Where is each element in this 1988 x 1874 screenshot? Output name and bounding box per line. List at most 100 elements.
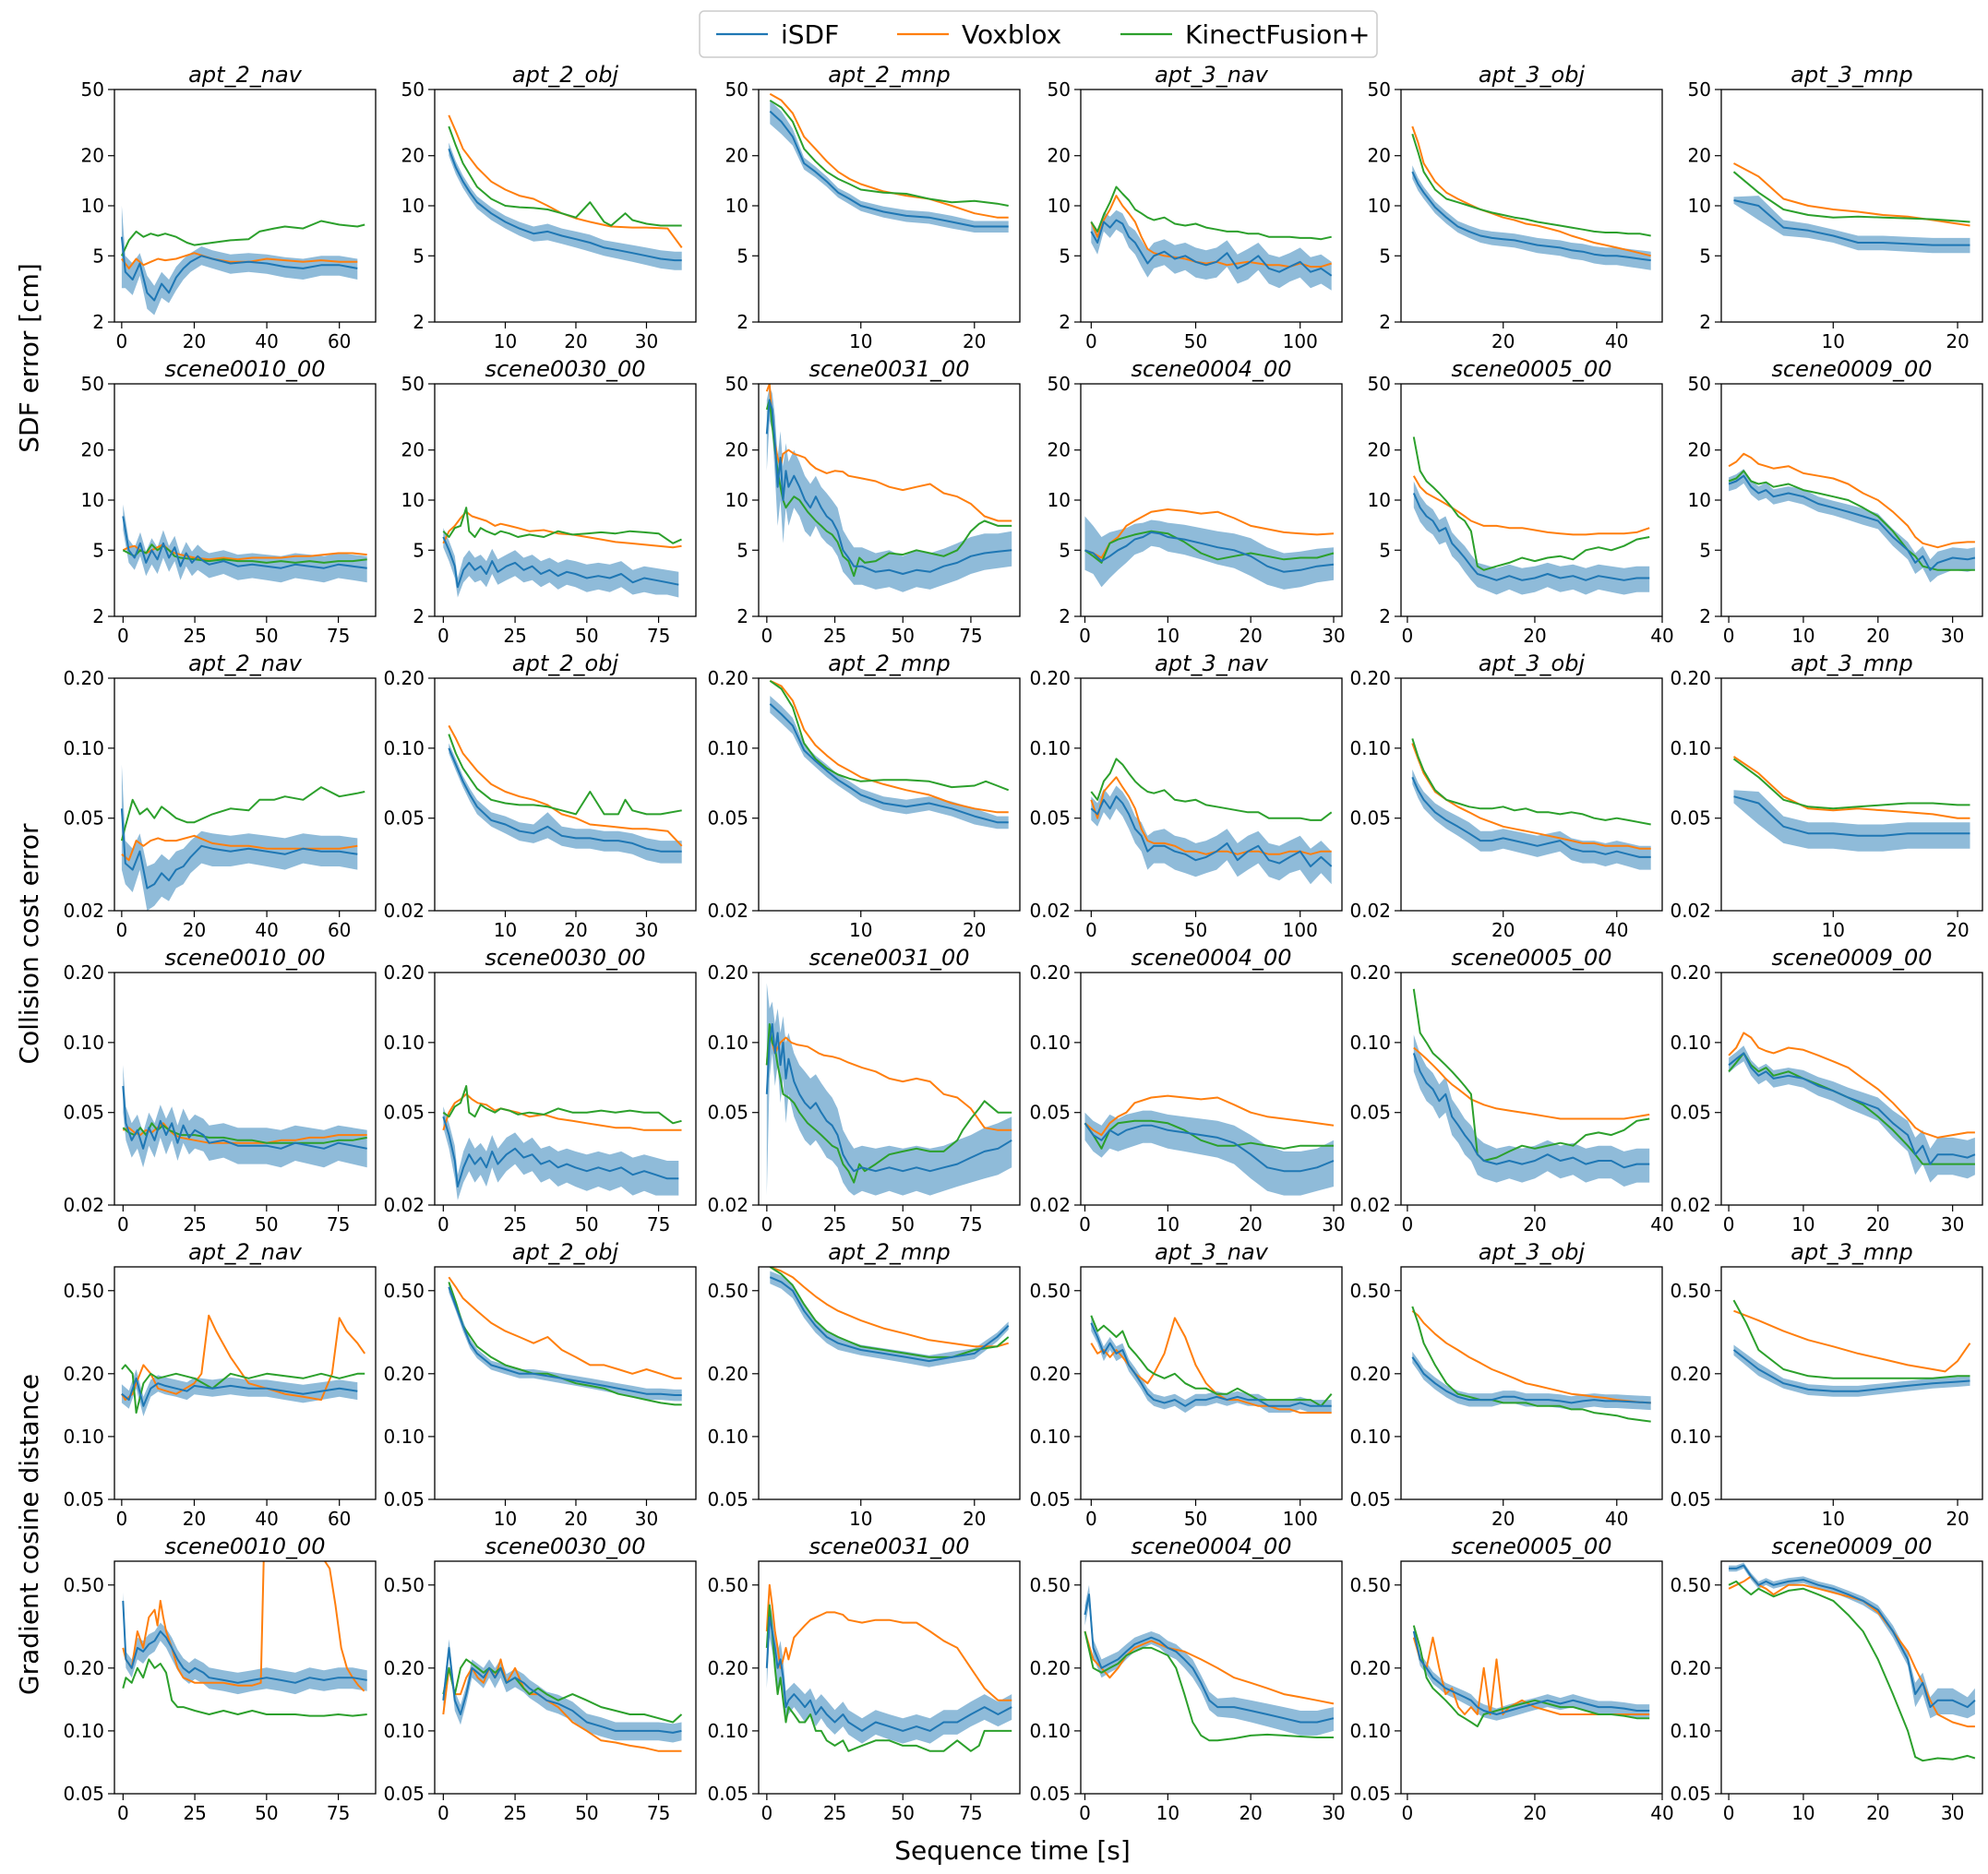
series-line-voxblox xyxy=(1412,475,1650,536)
y-tick-label: 0.50 xyxy=(1349,1280,1391,1302)
y-tick-label: 0.20 xyxy=(1349,1363,1391,1385)
plot-area xyxy=(122,1065,367,1168)
x-tick-label: 0 xyxy=(1085,919,1097,941)
panel-sdf-error-cm--apt-2-nav: apt_2_nav 2 5 10 20 50 0 20 40 60 xyxy=(81,62,377,352)
axes-frame xyxy=(1400,1560,1663,1795)
x-tick-label: 10 xyxy=(1156,625,1180,647)
axes-frame xyxy=(434,1560,697,1795)
series-line-isdf xyxy=(1090,1322,1332,1407)
series-band-isdf xyxy=(121,206,358,316)
x-tick-label: 0 xyxy=(1723,625,1735,647)
series-line-isdf xyxy=(1411,776,1651,858)
axes-frame xyxy=(1720,1560,1983,1795)
x-tick-label: 20 xyxy=(564,330,587,352)
y-tick-label: 0.05 xyxy=(63,807,104,830)
series-line-voxblox xyxy=(769,679,1009,814)
series-line-isdf xyxy=(1090,795,1333,867)
plot-area xyxy=(121,1314,366,1416)
panel-title: scene0009_00 xyxy=(1771,1534,1932,1559)
x-tick-label: 50 xyxy=(1184,1508,1207,1530)
plot-area xyxy=(1084,1584,1335,1742)
y-tick-label: 10 xyxy=(725,489,748,511)
y-tick-label: 20 xyxy=(725,145,748,167)
panel-title: apt_2_nav xyxy=(188,651,303,676)
plot-area xyxy=(1728,1562,1976,1762)
y-tick-label: 0.05 xyxy=(1670,1488,1711,1510)
y-tick-label: 2 xyxy=(737,605,748,627)
y-tick-label: 20 xyxy=(1048,439,1071,461)
series-line-kinectfusion- xyxy=(1412,436,1650,571)
axes-frame xyxy=(434,677,697,912)
y-tick-label: 50 xyxy=(81,373,104,395)
series-line-isdf xyxy=(1411,1356,1651,1404)
panel-title: apt_3_obj xyxy=(1479,1239,1586,1265)
series-line-voxblox xyxy=(1728,452,1975,549)
x-tick-label: 50 xyxy=(575,1802,598,1824)
y-tick-label: 50 xyxy=(1048,373,1071,395)
y-tick-label: 0.20 xyxy=(1349,667,1391,689)
y-tick-label: 0.20 xyxy=(1349,961,1391,984)
x-tick-label: 0 xyxy=(437,1213,449,1235)
y-tick-label: 0.20 xyxy=(63,667,104,689)
series-line-kinectfusion- xyxy=(1411,1306,1651,1423)
plot-area xyxy=(1411,1306,1651,1423)
x-tick-label: 10 xyxy=(849,919,872,941)
x-tick-label: 50 xyxy=(575,1213,598,1235)
x-tick-label: 0 xyxy=(760,1213,772,1235)
panel-title: scene0005_00 xyxy=(1451,356,1611,382)
series-line-isdf xyxy=(1084,1122,1335,1173)
y-tick-label: 0.10 xyxy=(1349,1720,1391,1742)
series-line-voxblox xyxy=(1733,162,1970,227)
x-tick-label: 20 xyxy=(963,1508,986,1530)
x-tick-label: 10 xyxy=(1156,1213,1180,1235)
y-tick-label: 0.02 xyxy=(383,1194,425,1216)
y-tick-label: 0.20 xyxy=(707,961,748,984)
x-tick-label: 0 xyxy=(1085,330,1097,352)
x-tick-label: 100 xyxy=(1283,1508,1318,1530)
series-line-isdf xyxy=(120,808,358,889)
series-line-isdf xyxy=(1733,199,1970,246)
y-tick-label: 50 xyxy=(1688,373,1711,395)
y-tick-label: 0.02 xyxy=(63,1194,104,1216)
axes-frame xyxy=(114,1560,377,1795)
x-tick-label: 40 xyxy=(1605,330,1628,352)
axes-frame xyxy=(114,972,377,1206)
y-tick-label: 0.20 xyxy=(383,1657,425,1679)
panel-gradient-cosine-distance-apt-2-obj: apt_2_obj 0.05 0.10 0.20 0.50 10 20 30 xyxy=(383,1239,697,1530)
y-tick-label: 0.10 xyxy=(1029,1426,1071,1448)
series-line-voxblox xyxy=(1090,195,1333,269)
y-tick-label: 0.05 xyxy=(707,1783,748,1805)
series-line-kinectfusion- xyxy=(1090,185,1332,241)
x-tick-label: 0 xyxy=(1079,625,1091,647)
x-tick-label: 20 xyxy=(1866,1213,1889,1235)
y-tick-label: 0.05 xyxy=(63,1488,104,1510)
plot-area xyxy=(1411,738,1651,870)
y-tick-label: 10 xyxy=(1368,489,1391,511)
panel-collision-cost-error-scene0010-00: scene0010_00 0.02 0.05 0.10 0.20 0 25 50 75 xyxy=(63,945,377,1235)
series-line-kinectfusion- xyxy=(442,1658,683,1724)
panel-title: apt_2_obj xyxy=(512,62,619,88)
axes-frame xyxy=(1720,1266,1983,1500)
series-line-isdf xyxy=(1728,1052,1976,1165)
y-tick-label: 0.10 xyxy=(1029,1720,1071,1742)
panel-title: apt_3_obj xyxy=(1479,651,1586,676)
y-tick-label: 0.05 xyxy=(707,1102,748,1124)
series-line-isdf xyxy=(122,516,367,569)
y-tick-label: 0.05 xyxy=(1670,1783,1711,1805)
y-tick-label: 0.05 xyxy=(383,1488,425,1510)
panel-title: apt_3_obj xyxy=(1479,62,1586,88)
y-tick-label: 0.20 xyxy=(707,1657,748,1679)
series-line-isdf xyxy=(1084,531,1335,573)
x-tick-label: 75 xyxy=(959,625,982,647)
x-tick-label: 40 xyxy=(255,1508,278,1530)
panel-title: scene0010_00 xyxy=(164,945,325,971)
series-line-kinectfusion- xyxy=(1090,758,1333,821)
x-tick-label: 25 xyxy=(823,1213,846,1235)
plot-area xyxy=(765,983,1012,1196)
y-tick-label: 10 xyxy=(1368,195,1391,217)
y-tick-label: 0.10 xyxy=(1670,1720,1711,1742)
x-tick-label: 40 xyxy=(1650,1802,1673,1824)
y-tick-label: 0.02 xyxy=(63,900,104,922)
x-tick-label: 30 xyxy=(1941,1213,1964,1235)
panel-title: scene0030_00 xyxy=(485,945,645,971)
